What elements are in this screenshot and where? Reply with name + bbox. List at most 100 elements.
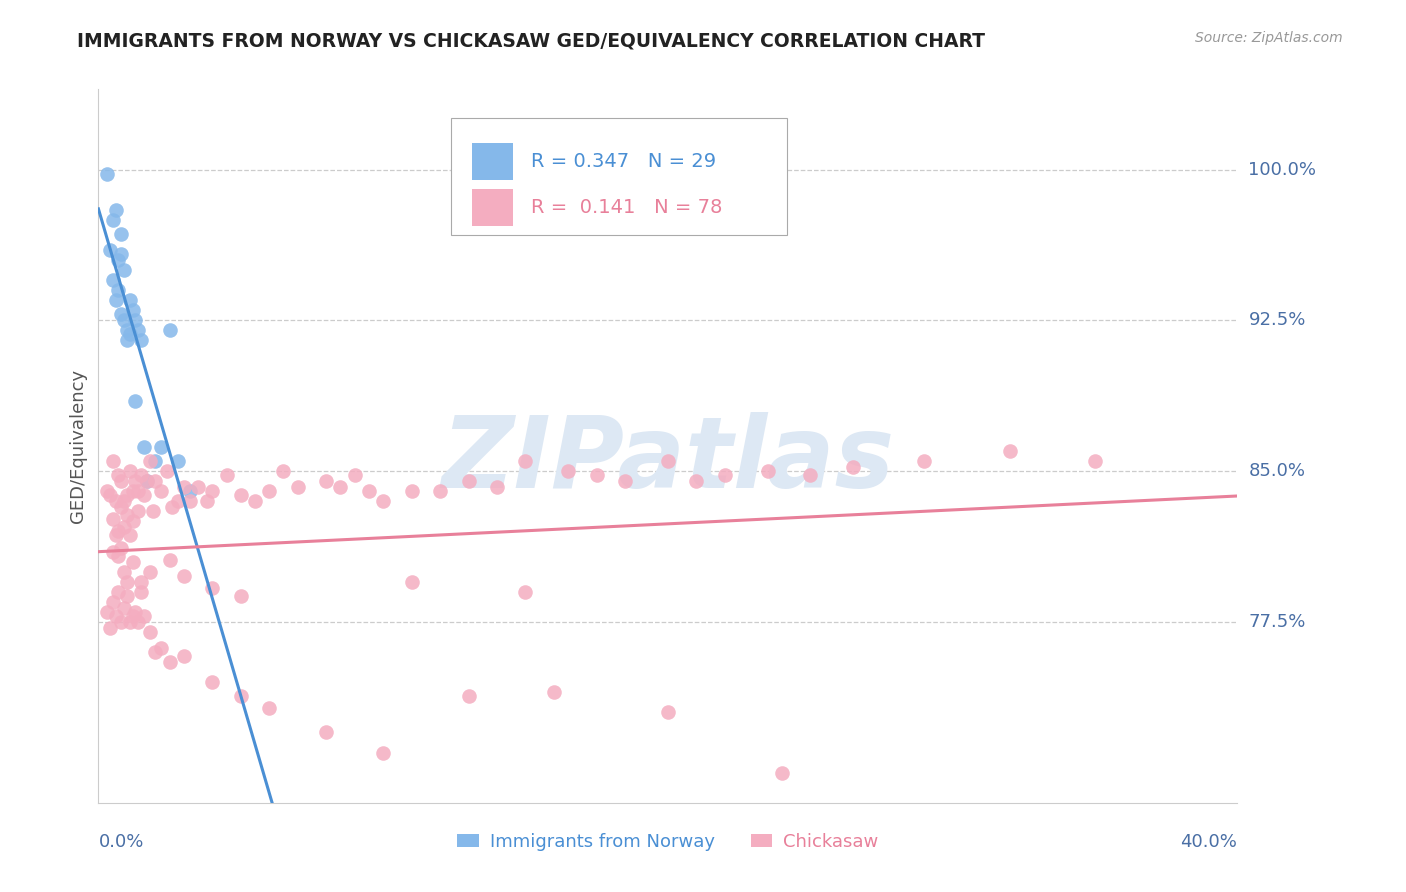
Point (259, 484, 281, 499)
Point (104, 293, 127, 308)
Point (127, 504, 149, 518)
Point (657, 454, 679, 468)
Point (127, 484, 149, 499)
Point (121, 515, 143, 529)
Text: 77.5%: 77.5% (1249, 613, 1306, 631)
Text: 100.0%: 100.0% (1249, 161, 1316, 178)
Point (135, 474, 157, 488)
Point (110, 615, 132, 629)
Point (127, 615, 149, 629)
Point (401, 574, 423, 589)
Point (756, 464, 779, 478)
Point (457, 474, 479, 488)
Point (121, 484, 143, 499)
Point (557, 464, 579, 478)
Point (132, 440, 155, 454)
Point (167, 494, 190, 508)
Point (104, 494, 127, 508)
Point (201, 675, 224, 690)
Point (141, 504, 163, 518)
Point (373, 746, 395, 760)
Point (101, 595, 124, 609)
Point (167, 454, 190, 468)
Point (159, 552, 181, 566)
Point (129, 574, 152, 589)
Point (515, 584, 537, 599)
Point (201, 581, 224, 595)
Point (115, 488, 138, 502)
Point (173, 568, 195, 582)
Point (115, 574, 138, 589)
Point (124, 605, 146, 619)
Point (121, 303, 143, 318)
Point (229, 690, 252, 704)
Point (129, 584, 152, 599)
Point (429, 484, 451, 499)
Point (543, 685, 565, 699)
Point (770, 765, 793, 780)
Point (101, 212, 124, 227)
Point (124, 313, 146, 327)
Text: 92.5%: 92.5% (1249, 311, 1306, 329)
Point (118, 615, 141, 629)
Point (842, 460, 865, 475)
Point (101, 544, 124, 558)
Point (243, 494, 266, 508)
Point (98, 621, 121, 635)
Point (156, 464, 179, 478)
Point (107, 524, 129, 539)
Point (129, 334, 152, 348)
Point (101, 512, 124, 526)
Point (112, 600, 135, 615)
Point (329, 480, 352, 494)
Point (150, 484, 173, 499)
Point (107, 283, 129, 297)
Point (110, 227, 132, 241)
Point (135, 474, 157, 488)
Point (118, 464, 141, 478)
Point (129, 468, 152, 483)
Point (107, 549, 129, 563)
Point (107, 468, 129, 483)
Point (115, 334, 138, 348)
Point (115, 323, 138, 337)
Point (315, 474, 337, 488)
Point (614, 474, 637, 488)
Point (124, 474, 146, 488)
Point (273, 464, 295, 478)
Text: Source: ZipAtlas.com: Source: ZipAtlas.com (1195, 31, 1343, 45)
Point (1084, 454, 1107, 468)
Point (145, 645, 167, 659)
Point (112, 494, 135, 508)
Y-axis label: GED/Equivalency: GED/Equivalency (69, 369, 87, 523)
Point (912, 454, 935, 468)
Point (229, 589, 252, 603)
Point (799, 468, 821, 483)
Text: 0.0%: 0.0% (98, 833, 143, 851)
Point (138, 454, 160, 468)
Point (585, 468, 607, 483)
Point (145, 454, 167, 468)
Point (112, 520, 135, 534)
Point (138, 624, 160, 639)
Point (259, 701, 281, 715)
Text: R = 0.347   N = 29: R = 0.347 N = 29 (531, 152, 716, 170)
Point (121, 608, 143, 623)
Legend: Immigrants from Norway, Chickasaw: Immigrants from Norway, Chickasaw (450, 826, 886, 858)
Point (201, 484, 224, 499)
FancyBboxPatch shape (451, 118, 787, 235)
Point (98, 488, 121, 502)
Point (998, 444, 1021, 458)
Point (145, 474, 167, 488)
Point (112, 313, 135, 327)
Point (187, 480, 209, 494)
Point (179, 494, 201, 508)
Point (118, 528, 141, 542)
Point (515, 454, 537, 468)
Point (373, 494, 395, 508)
Point (159, 655, 181, 669)
Text: ZIPatlas: ZIPatlas (441, 412, 894, 508)
Point (96, 484, 118, 499)
Point (173, 648, 195, 663)
Point (138, 565, 160, 579)
